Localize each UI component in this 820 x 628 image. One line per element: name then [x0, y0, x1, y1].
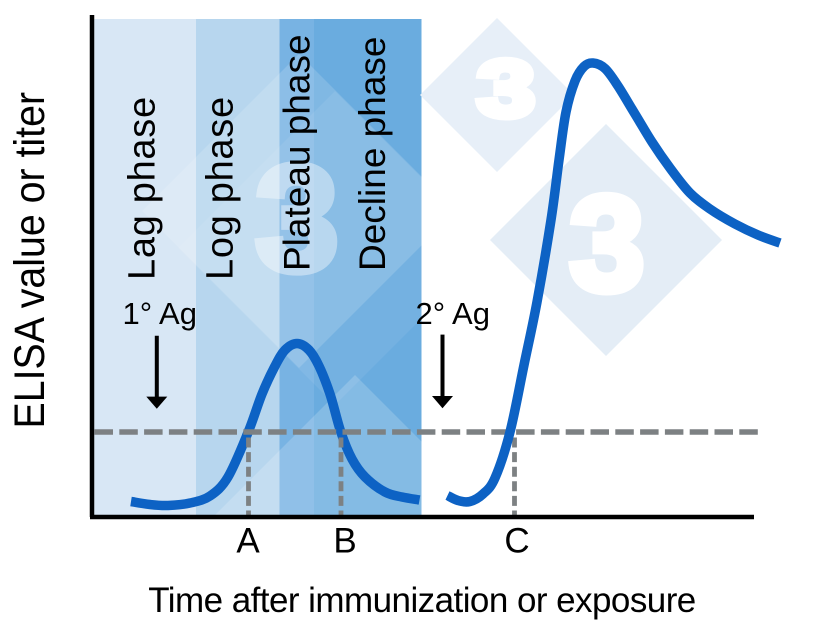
svg-text:Plateau phase: Plateau phase: [277, 34, 318, 271]
svg-text:B: B: [333, 522, 356, 561]
svg-text:3: 3: [569, 168, 644, 319]
svg-text:C: C: [504, 522, 529, 561]
svg-text:ELISA value or titer: ELISA value or titer: [6, 92, 54, 429]
svg-text:2° Ag: 2° Ag: [416, 296, 490, 331]
svg-text:Time after immunization or exp: Time after immunization or exposure: [148, 581, 695, 620]
svg-text:Lag phase: Lag phase: [122, 96, 164, 280]
svg-text:Log phase: Log phase: [200, 96, 242, 280]
svg-text:3: 3: [255, 134, 338, 302]
svg-text:Decline phase: Decline phase: [352, 37, 393, 271]
svg-text:A: A: [236, 522, 260, 561]
svg-text:1° Ag: 1° Ag: [123, 296, 197, 331]
svg-text:3: 3: [477, 44, 535, 134]
